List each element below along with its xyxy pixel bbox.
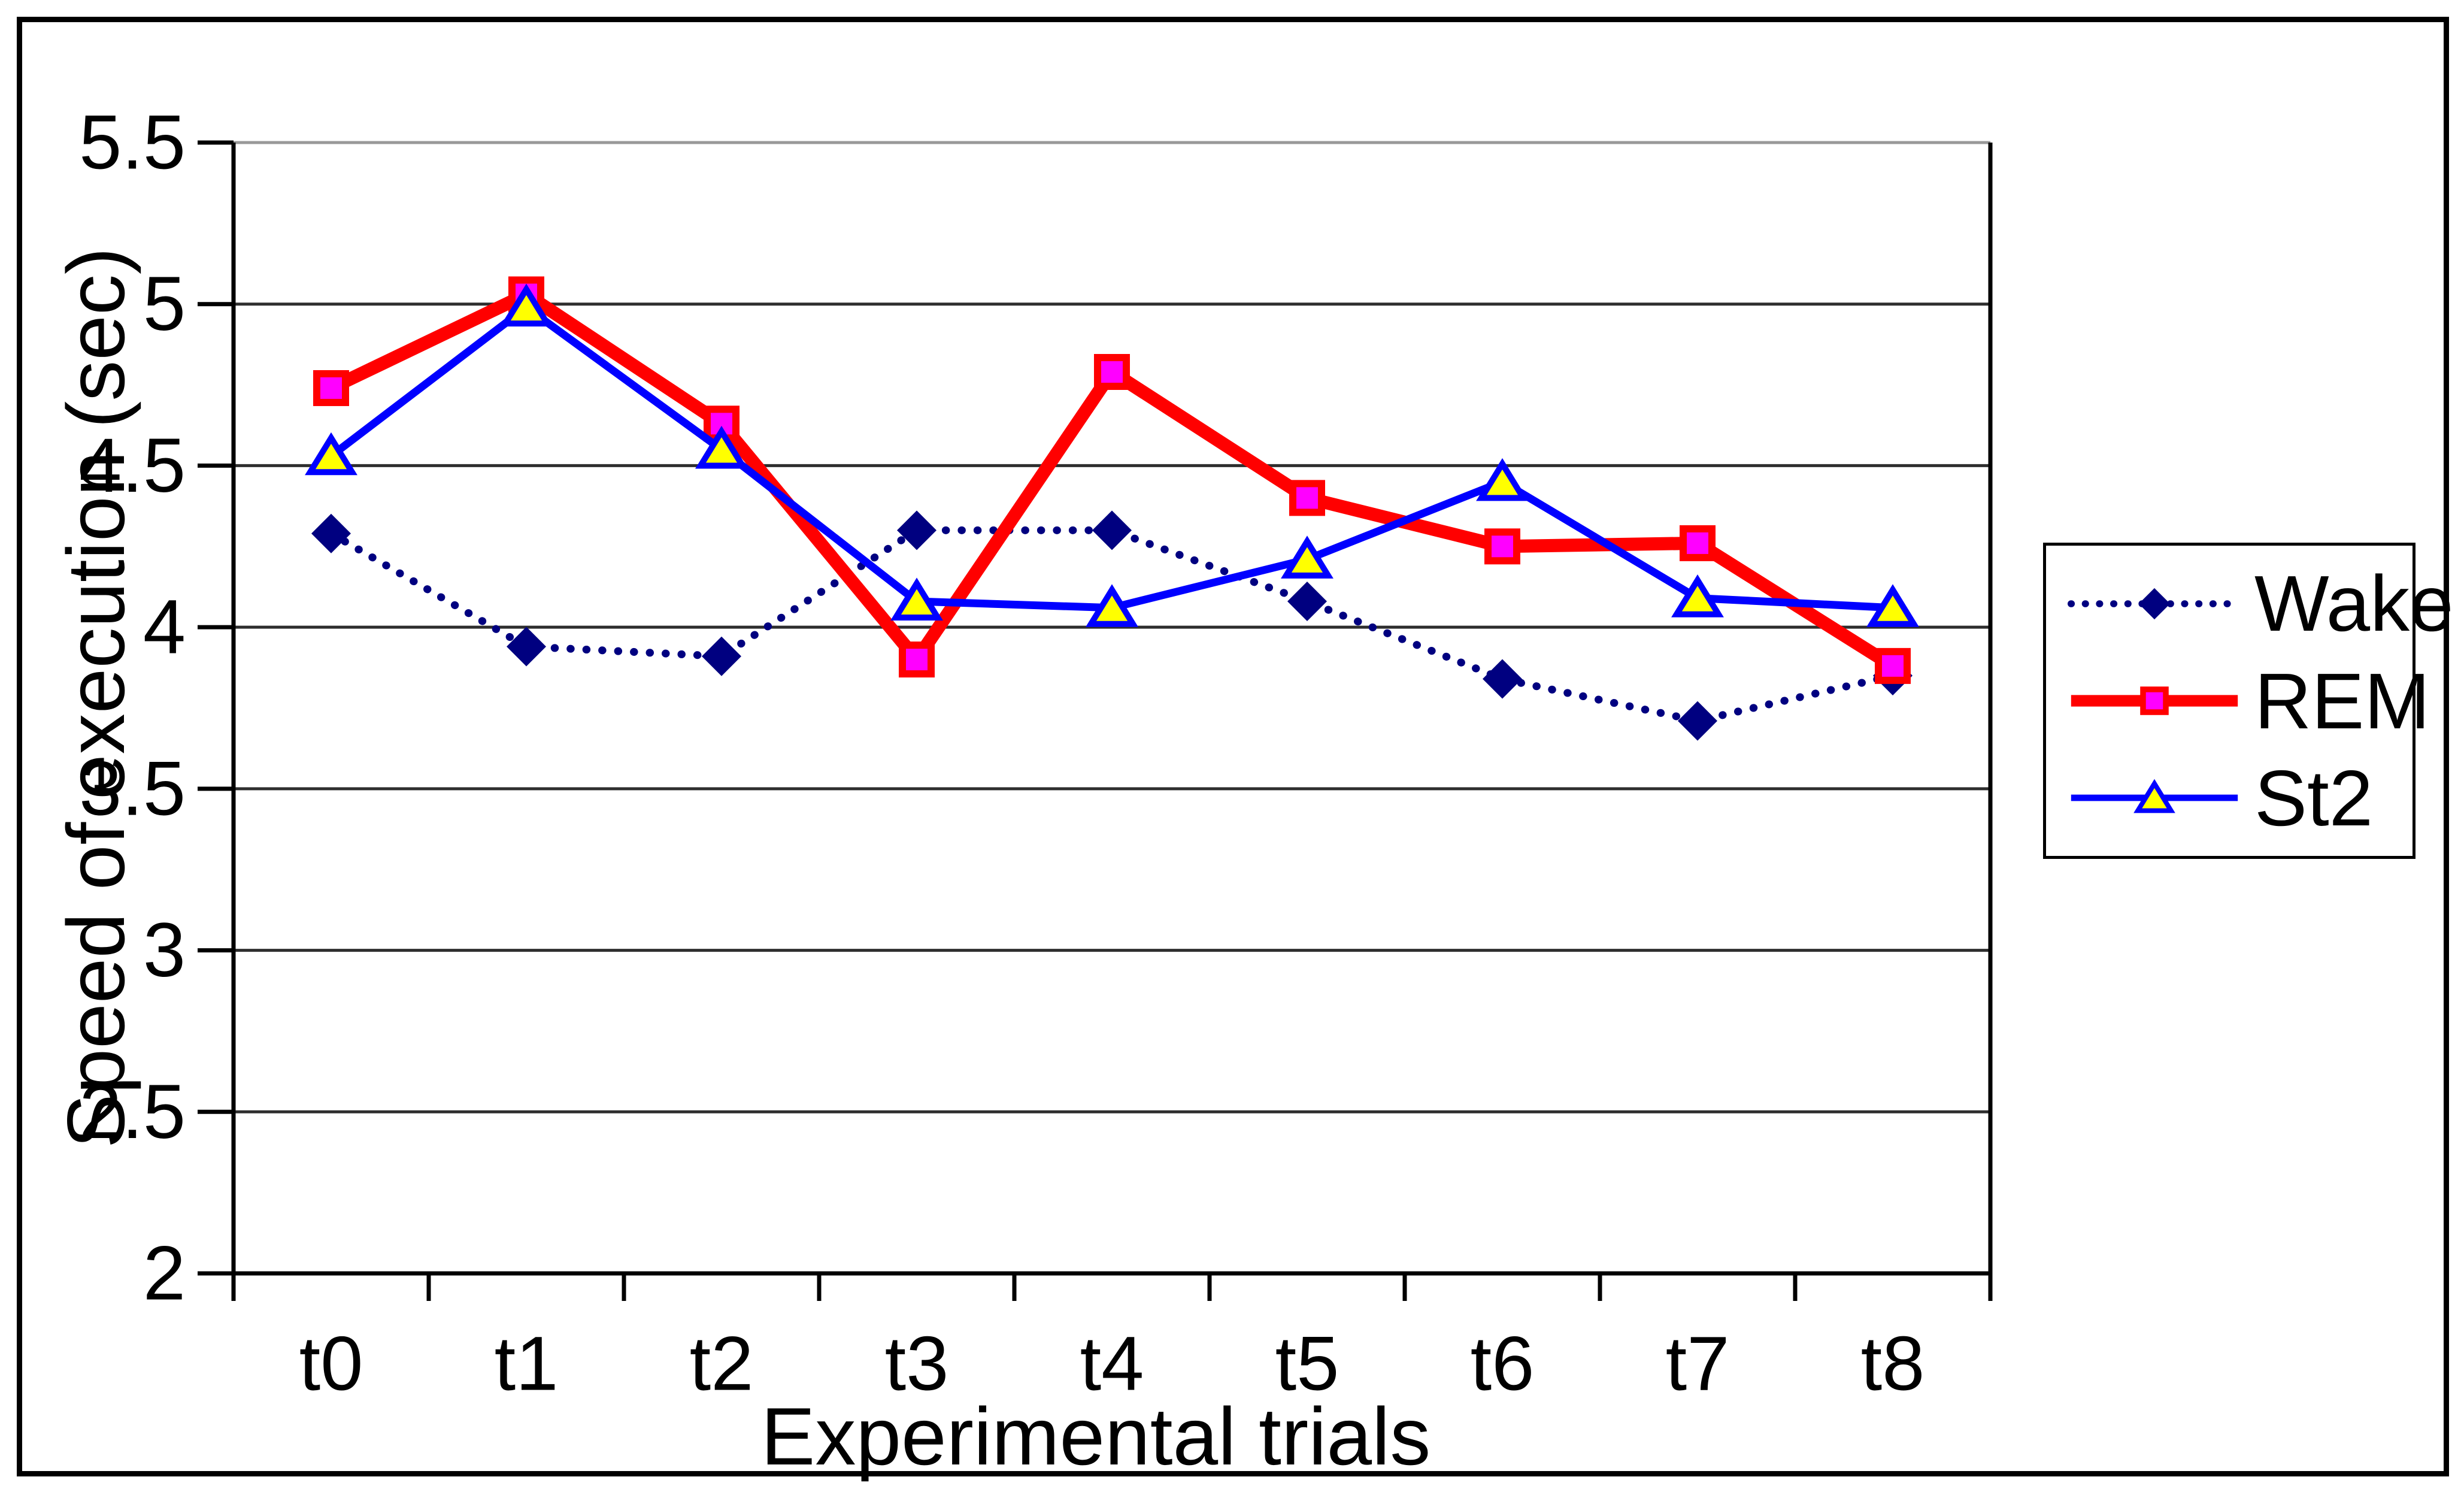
- legend-sample-wake: [2068, 588, 2241, 619]
- y-tick-label-5.5: 5.5: [79, 100, 186, 186]
- marker-wake-t4: [1092, 510, 1132, 550]
- x-tick-label-t6: t6: [1471, 1321, 1535, 1407]
- marker-st2-t4: [1086, 584, 1138, 627]
- y-tick-label-2: 2: [143, 1231, 186, 1317]
- legend-label-wake: Wake: [2254, 559, 2454, 648]
- x-tick-label-t7: t7: [1666, 1321, 1730, 1407]
- marker-wake-t6: [1483, 659, 1522, 699]
- marker-rem-t4: [1094, 353, 1130, 390]
- legend-marker-rem-square-icon: [2140, 686, 2169, 715]
- marker-st2-t7: [1671, 574, 1724, 618]
- legend-sample-st2: [2071, 779, 2238, 813]
- series-line-wake: [327, 526, 1897, 725]
- marker-wake-t2: [702, 636, 741, 676]
- x-tick-label-t0: t0: [299, 1321, 363, 1407]
- x-tick-label-t3: t3: [885, 1321, 949, 1407]
- x-tick-label-t5: t5: [1275, 1321, 1339, 1407]
- series-line-st2: [327, 303, 1897, 612]
- y-tick-label-4: 4: [143, 585, 186, 670]
- legend: Wake REM St2: [2043, 543, 2454, 859]
- marker-st2-t3: [890, 577, 943, 621]
- marker-rem-t5: [1289, 480, 1325, 516]
- y-tick-label-5: 5: [143, 261, 186, 347]
- marker-st2-t6: [1476, 458, 1529, 501]
- legend-marker-st2-triangle-icon: [2133, 779, 2175, 813]
- marker-st2-t8: [1866, 584, 1919, 627]
- legend-entry-rem: REM: [2068, 656, 2430, 746]
- y-tick-label-3: 3: [143, 907, 186, 993]
- marker-st2-t1: [500, 283, 553, 327]
- marker-wake-t0: [311, 513, 351, 553]
- marker-rem-t3: [899, 641, 935, 678]
- x-tick-label-t4: t4: [1080, 1321, 1144, 1407]
- y-tick-label-2.5: 2.5: [79, 1069, 186, 1155]
- marker-st2-t5: [1281, 535, 1333, 579]
- x-tick-label-t1: t1: [495, 1321, 559, 1407]
- marker-rem-t0: [313, 370, 349, 406]
- marker-wake-t1: [507, 627, 546, 667]
- marker-rem-t8: [1875, 647, 1911, 684]
- marker-rem-t7: [1680, 525, 1716, 561]
- marker-wake-t3: [897, 510, 936, 550]
- legend-label-rem: REM: [2254, 656, 2430, 745]
- y-axis-title: Speed of execution (sec): [50, 247, 141, 1149]
- x-tick-label-t8: t8: [1861, 1321, 1925, 1407]
- marker-rem-t6: [1484, 528, 1520, 565]
- marker-wake-t7: [1678, 701, 1717, 741]
- legend-entry-st2: St2: [2068, 753, 2413, 843]
- legend-marker-wake-diamond-icon: [2138, 588, 2171, 619]
- legend-entry-wake: Wake: [2068, 558, 2454, 649]
- marker-st2-t2: [695, 425, 748, 469]
- marker-st2-t0: [305, 432, 357, 476]
- x-tick-label-t2: t2: [690, 1321, 754, 1407]
- x-axis-title: Experimental trials: [760, 1391, 1431, 1482]
- legend-label-st2: St2: [2254, 753, 2374, 842]
- marker-wake-t5: [1287, 581, 1327, 621]
- y-tick-label-3.5: 3.5: [79, 746, 186, 831]
- legend-sample-rem: [2071, 686, 2238, 715]
- y-tick-label-4.5: 4.5: [79, 423, 186, 509]
